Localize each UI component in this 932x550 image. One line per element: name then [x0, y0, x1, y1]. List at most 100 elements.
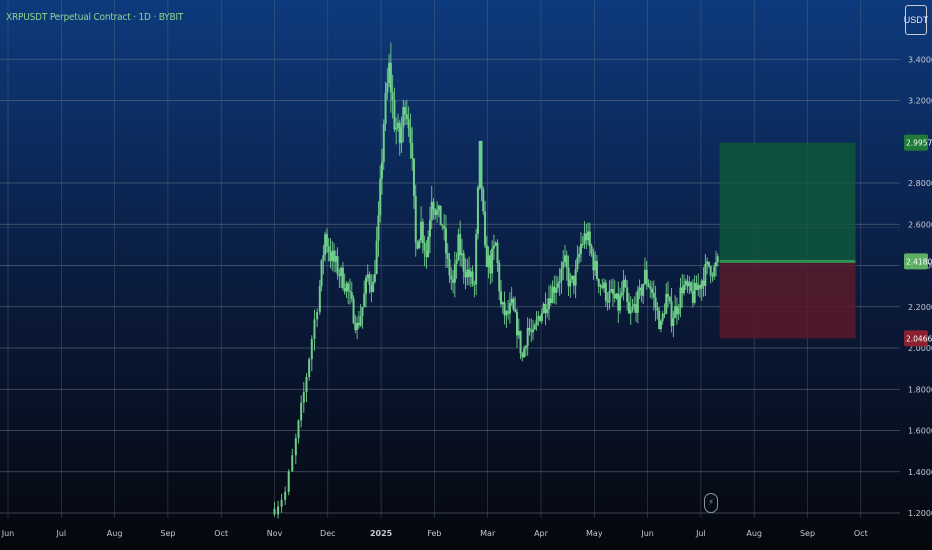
candle-body: [709, 266, 712, 276]
y-tick-label: 1.4000: [908, 468, 932, 477]
candle-body: [389, 62, 392, 93]
candle-body: [377, 215, 380, 241]
candle-body: [368, 274, 371, 286]
candle-body: [384, 92, 387, 124]
candle-body: [489, 255, 492, 274]
candle-body: [636, 290, 639, 313]
position-zones: [719, 142, 856, 339]
candle-body: [484, 211, 487, 246]
candle-body: [563, 255, 566, 263]
x-tick-label: Oct: [854, 529, 868, 538]
candle-body: [452, 279, 455, 283]
y-tick-label: 1.6000: [908, 427, 932, 436]
candle-body: [482, 189, 485, 212]
candle-body: [349, 291, 352, 293]
candle-body: [313, 319, 316, 340]
candle-body: [380, 162, 383, 179]
candle-body: [418, 240, 421, 249]
candle-body: [629, 309, 632, 314]
candle-body: [562, 262, 565, 269]
candle-body: [352, 298, 355, 324]
candle-body: [308, 359, 311, 377]
candle-body: [555, 287, 558, 293]
candle-body: [492, 245, 495, 249]
candle-body: [611, 289, 614, 294]
candle-body: [480, 140, 483, 190]
candle-body: [697, 285, 700, 291]
candle-body: [711, 275, 714, 277]
candle-body: [468, 269, 471, 278]
candle-body: [667, 293, 670, 297]
candle-body: [542, 303, 545, 314]
candle-body: [450, 275, 453, 280]
candle-body: [393, 100, 396, 130]
target-price-tag: 2.9957: [906, 139, 932, 148]
candle-body: [473, 284, 476, 286]
candle-body: [619, 295, 622, 311]
candle-body: [579, 244, 582, 254]
candle-body: [569, 279, 572, 287]
candle-body: [370, 285, 373, 292]
candle-body: [649, 286, 652, 289]
candle-body: [505, 311, 508, 316]
candle-body: [404, 107, 407, 115]
candle-body: [455, 259, 458, 265]
current-price-tag-bg: [904, 253, 928, 270]
candle-body: [549, 298, 552, 303]
stop-price-tag-bg: [904, 330, 928, 347]
candle-body: [578, 253, 581, 258]
target-zone: [719, 142, 856, 262]
candle-body: [316, 312, 319, 320]
candle-body: [508, 303, 511, 314]
chart-title: XRPUSDT Perpetual Contract · 1D · BYBIT: [6, 12, 184, 23]
x-tick-label: Sep: [800, 529, 815, 538]
candle-body: [654, 297, 657, 308]
candle-body: [287, 471, 290, 492]
candle-body: [402, 107, 405, 128]
candle-body: [340, 267, 343, 276]
candle-body: [356, 322, 359, 331]
x-tick-label: Apr: [534, 529, 549, 538]
unit-badge[interactable]: USDT: [904, 5, 928, 35]
candle-body: [462, 253, 465, 272]
x-tick-label: Nov: [267, 529, 283, 538]
candle-body: [683, 285, 686, 294]
candle-body: [398, 122, 401, 144]
stop-zone: [719, 261, 856, 339]
candle-body: [453, 264, 456, 283]
lightning-bolt-icon[interactable]: ⚡: [704, 493, 718, 513]
candle-body: [333, 250, 336, 262]
candle-body: [302, 392, 305, 403]
candle-body: [305, 376, 308, 393]
candle-body: [532, 329, 535, 333]
candle-body: [294, 438, 297, 456]
candle-body: [320, 260, 323, 286]
candle-body: [500, 291, 503, 305]
candle-body: [599, 285, 602, 287]
y-tick-label: 2.8000: [908, 179, 932, 188]
candle-body: [514, 309, 517, 312]
x-tick-label: 2025: [370, 529, 393, 538]
candle-body: [585, 233, 588, 241]
x-tick-label: Jul: [55, 529, 66, 538]
candle-body: [466, 269, 469, 278]
candle-body: [635, 304, 638, 313]
candle-body: [528, 327, 531, 331]
candle-body: [324, 234, 327, 256]
candle-body: [338, 274, 341, 276]
candle-body: [679, 287, 682, 309]
candle-body: [354, 323, 357, 331]
candle-body: [409, 128, 412, 144]
candle-body: [677, 308, 680, 315]
candle-body: [668, 296, 671, 302]
candle-body: [693, 282, 696, 303]
current-price-tag: 2.4180: [906, 257, 932, 266]
candle-body: [457, 234, 460, 260]
candle-body: [601, 285, 604, 289]
candle-body: [334, 256, 337, 262]
candle-body: [273, 508, 276, 515]
candle-body: [475, 234, 478, 285]
candle-body: [444, 228, 447, 254]
